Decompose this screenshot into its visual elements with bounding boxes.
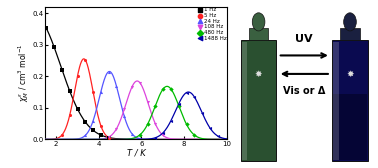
Point [191, 134, 197, 136]
Point [168, 119, 174, 122]
Point [144, 123, 150, 126]
Point [59, 68, 65, 71]
Point [67, 90, 73, 93]
Point [106, 136, 112, 138]
Point [98, 134, 104, 136]
Point [152, 136, 158, 139]
Point [98, 124, 104, 127]
Point [152, 104, 158, 107]
Point [160, 131, 166, 134]
Legend: 1 Hz, 5 Hz, 24 Hz, 108 Hz, 480 Hz, 1488 Hz: 1 Hz, 5 Hz, 24 Hz, 108 Hz, 480 Hz, 1488 … [198, 7, 228, 41]
Point [43, 27, 50, 30]
FancyBboxPatch shape [333, 94, 367, 160]
Point [59, 134, 65, 136]
Point [137, 134, 143, 136]
Point [90, 129, 96, 132]
Point [98, 90, 104, 93]
Point [183, 91, 189, 94]
Point [121, 108, 127, 111]
Point [82, 59, 88, 61]
Point [191, 95, 197, 98]
Point [67, 114, 73, 116]
Point [207, 127, 213, 129]
Point [160, 88, 166, 90]
Point [106, 70, 112, 73]
Text: ✸: ✸ [255, 70, 262, 79]
Point [199, 111, 205, 114]
Point [183, 123, 189, 126]
FancyBboxPatch shape [333, 42, 339, 160]
Point [82, 121, 88, 123]
Point [137, 81, 143, 84]
FancyBboxPatch shape [249, 28, 268, 40]
Point [160, 134, 166, 137]
FancyBboxPatch shape [332, 40, 368, 161]
Point [106, 136, 112, 139]
Text: Vis or Δ: Vis or Δ [283, 86, 325, 96]
Point [106, 136, 112, 139]
Point [74, 108, 81, 110]
Ellipse shape [344, 13, 356, 31]
Point [90, 91, 96, 93]
Point [152, 122, 158, 125]
FancyBboxPatch shape [242, 42, 247, 160]
Point [168, 88, 174, 90]
FancyBboxPatch shape [241, 40, 276, 161]
Point [144, 100, 150, 103]
Point [90, 119, 96, 122]
Y-axis label: $\chi_{M}''$ / cm$^3$ mol$^{-1}$: $\chi_{M}''$ / cm$^3$ mol$^{-1}$ [16, 44, 31, 102]
Point [129, 85, 135, 88]
Point [51, 46, 57, 49]
Point [82, 134, 88, 137]
Point [176, 104, 182, 107]
Point [113, 128, 119, 130]
Ellipse shape [252, 13, 265, 31]
Point [121, 115, 127, 118]
Point [215, 135, 221, 137]
Text: UV: UV [296, 34, 313, 44]
Point [176, 102, 182, 105]
Point [113, 85, 119, 88]
Point [74, 74, 81, 77]
X-axis label: T / K: T / K [127, 148, 146, 157]
Point [129, 133, 135, 135]
Text: ✸: ✸ [346, 70, 354, 79]
FancyBboxPatch shape [340, 28, 360, 40]
